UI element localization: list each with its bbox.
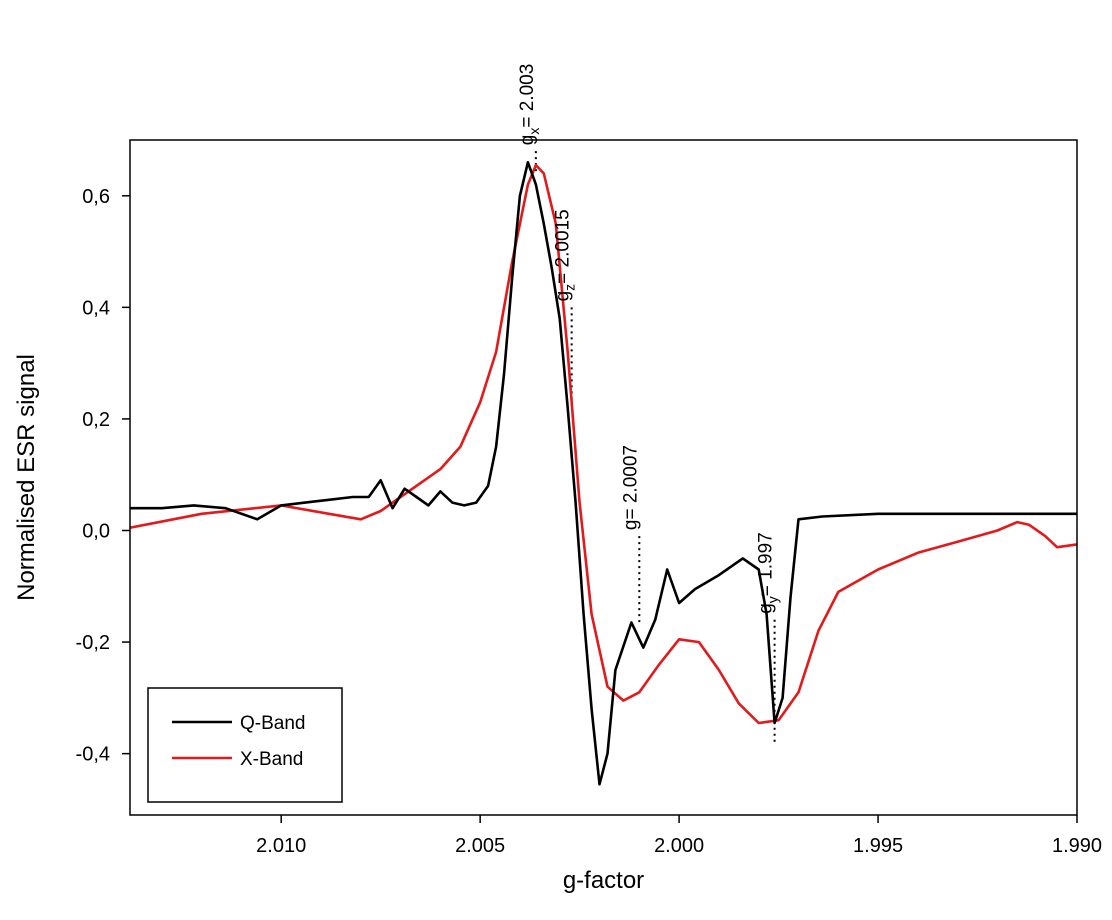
y-tick-label: -0,4: [76, 744, 110, 766]
x-tick-label: 1.990: [1052, 835, 1102, 857]
annotation-subscript: z: [562, 284, 578, 291]
annotation-label: gy= 1.997: [756, 532, 781, 614]
annotation-symbol: g: [620, 520, 641, 531]
annotation-label: gz= 2.0015: [553, 209, 578, 301]
annotation-label: g= 2.0007: [620, 445, 641, 530]
y-axis: 0,6 0,4 0,2 0,0 -0,2 -0,4: [76, 186, 130, 766]
x-tick-label: 2.000: [654, 835, 704, 857]
annotation-subscript: x: [526, 128, 542, 135]
annotation-gz: gz= 2.0015: [553, 209, 578, 301]
y-tick-label: 0,6: [82, 186, 110, 208]
annotation-symbol: g: [517, 135, 538, 146]
annotation-symbol: g: [553, 291, 574, 302]
x-tick-label: 2.010: [256, 835, 306, 857]
x-tick-label: 1.995: [853, 835, 903, 857]
annotation-label: gx= 2.003: [517, 64, 542, 146]
legend: Q-Band X-Band: [147, 687, 343, 803]
annotation-g: g= 2.0007: [620, 445, 641, 530]
series-line-x-band: [130, 163, 1077, 725]
annotation-symbol: g: [756, 603, 777, 614]
x-axis-title: g-factor: [563, 867, 644, 894]
annotation-gx: gx= 2.003: [517, 64, 542, 146]
x-axis: 2.010 2.005 2.000 1.995 1.990: [256, 815, 1102, 857]
y-axis-title: Normalised ESR signal: [13, 354, 40, 601]
annotation-subscript: y: [765, 596, 781, 603]
y-tick-label: 0,2: [82, 409, 110, 431]
y-tick-label: 0,4: [82, 297, 110, 319]
plot-area-frame: [129, 139, 1078, 816]
legend-label: Q-Band: [240, 713, 305, 734]
annotation-value: = 2.003: [517, 64, 538, 128]
y-tick-label: 0,0: [82, 520, 110, 542]
annotation-value: = 1.997: [756, 532, 777, 596]
x-tick-label: 2.005: [455, 835, 505, 857]
annotation-gy: gy= 1.997: [756, 532, 781, 614]
series-line-q-band: [130, 161, 1077, 786]
series-layer: [130, 161, 1077, 786]
legend-label: X-Band: [240, 749, 303, 770]
y-tick-label: -0,2: [76, 632, 110, 654]
annotation-value: = 2.0015: [553, 209, 574, 284]
annotation-value: = 2.0007: [620, 445, 641, 520]
legend-box: [147, 687, 343, 803]
